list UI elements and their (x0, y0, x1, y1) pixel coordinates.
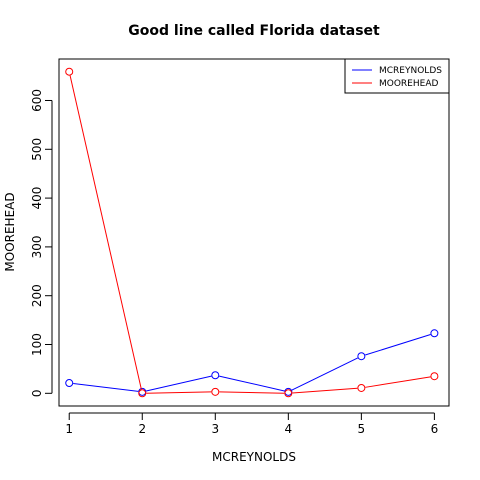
x-tick-label: 6 (431, 422, 439, 436)
data-point (211, 371, 220, 380)
x-tick-label: 3 (211, 422, 219, 436)
series-line-segment (69, 75, 142, 390)
y-tick-label: 100 (30, 333, 44, 356)
legend: MCREYNOLDS MOOREHEAD (344, 58, 450, 94)
y-axis-label: MOOREHEAD (3, 192, 17, 271)
x-tick-label: 5 (358, 422, 366, 436)
series-line-segment (73, 383, 139, 392)
series-mcreynolds (65, 329, 439, 396)
series-line-segment (365, 334, 431, 356)
chart-title: Good line called Florida dataset (128, 23, 380, 39)
x-tick-label: 1 (65, 422, 73, 436)
series-line-segment (291, 357, 358, 391)
y-tick-label: 200 (30, 284, 44, 307)
series-line-segment (146, 391, 212, 394)
x-tick-label: 2 (138, 422, 146, 436)
y-tick-label: 0 (30, 389, 44, 397)
series-line-segment (146, 375, 212, 392)
x-tick-label: 4 (285, 422, 293, 436)
y-tick-label: 300 (30, 235, 44, 258)
data-point (430, 372, 439, 381)
series-line-segment (292, 387, 358, 394)
y-axis: 0 100 200 300 400 500 600 (30, 89, 53, 397)
x-axis-label: MCREYNOLDS (212, 450, 296, 464)
y-tick-label: 500 (30, 138, 44, 161)
data-point (65, 379, 74, 388)
legend-label: MCREYNOLDS (379, 66, 442, 76)
legend-label: MOOREHEAD (379, 79, 438, 89)
legend-box (344, 58, 450, 94)
data-point (357, 352, 366, 361)
data-point (138, 389, 147, 398)
series-moorehead (65, 67, 439, 398)
data-point (211, 387, 220, 396)
y-tick-label: 400 (30, 187, 44, 210)
data-point (284, 389, 293, 398)
series-line-segment (219, 375, 285, 392)
data-point (65, 67, 74, 76)
data-point (430, 329, 439, 338)
plot-area-border (58, 58, 450, 407)
series-line-segment (219, 391, 285, 394)
series-layer (65, 67, 439, 398)
data-point (357, 383, 366, 392)
x-axis: 1 2 3 4 5 6 (65, 412, 439, 436)
series-line-segment (365, 376, 431, 388)
y-tick-label: 600 (30, 89, 44, 112)
